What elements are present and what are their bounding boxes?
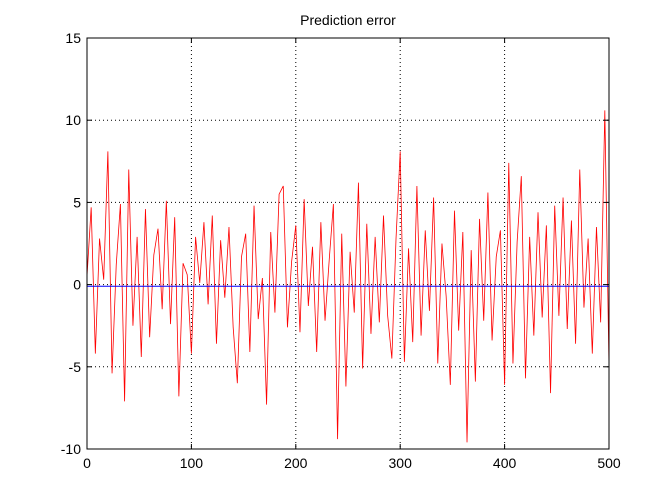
x-tick-label: 300 bbox=[389, 455, 413, 471]
y-tick-label: 10 bbox=[65, 112, 81, 128]
y-tick-label: 15 bbox=[65, 30, 81, 46]
chart-title: Prediction error bbox=[300, 12, 396, 28]
y-tick-label: -5 bbox=[69, 359, 82, 375]
x-tick-label: 500 bbox=[597, 455, 621, 471]
grid-lines bbox=[87, 38, 609, 449]
y-tick-label: 5 bbox=[73, 194, 81, 210]
ticks: 0 100 200 300 400 500 -10 -5 0 5 10 15 bbox=[61, 30, 621, 471]
y-tick-label: -10 bbox=[61, 441, 81, 457]
axes-background bbox=[87, 38, 609, 449]
x-tick-label: 0 bbox=[83, 455, 91, 471]
series-layer bbox=[86, 110, 610, 443]
axes-box bbox=[86, 37, 610, 450]
x-tick-label: 200 bbox=[284, 455, 308, 471]
y-tick-label: 0 bbox=[73, 277, 81, 293]
x-tick-label: 400 bbox=[493, 455, 517, 471]
error-series-line bbox=[86, 110, 610, 443]
x-tick-label: 100 bbox=[180, 455, 204, 471]
